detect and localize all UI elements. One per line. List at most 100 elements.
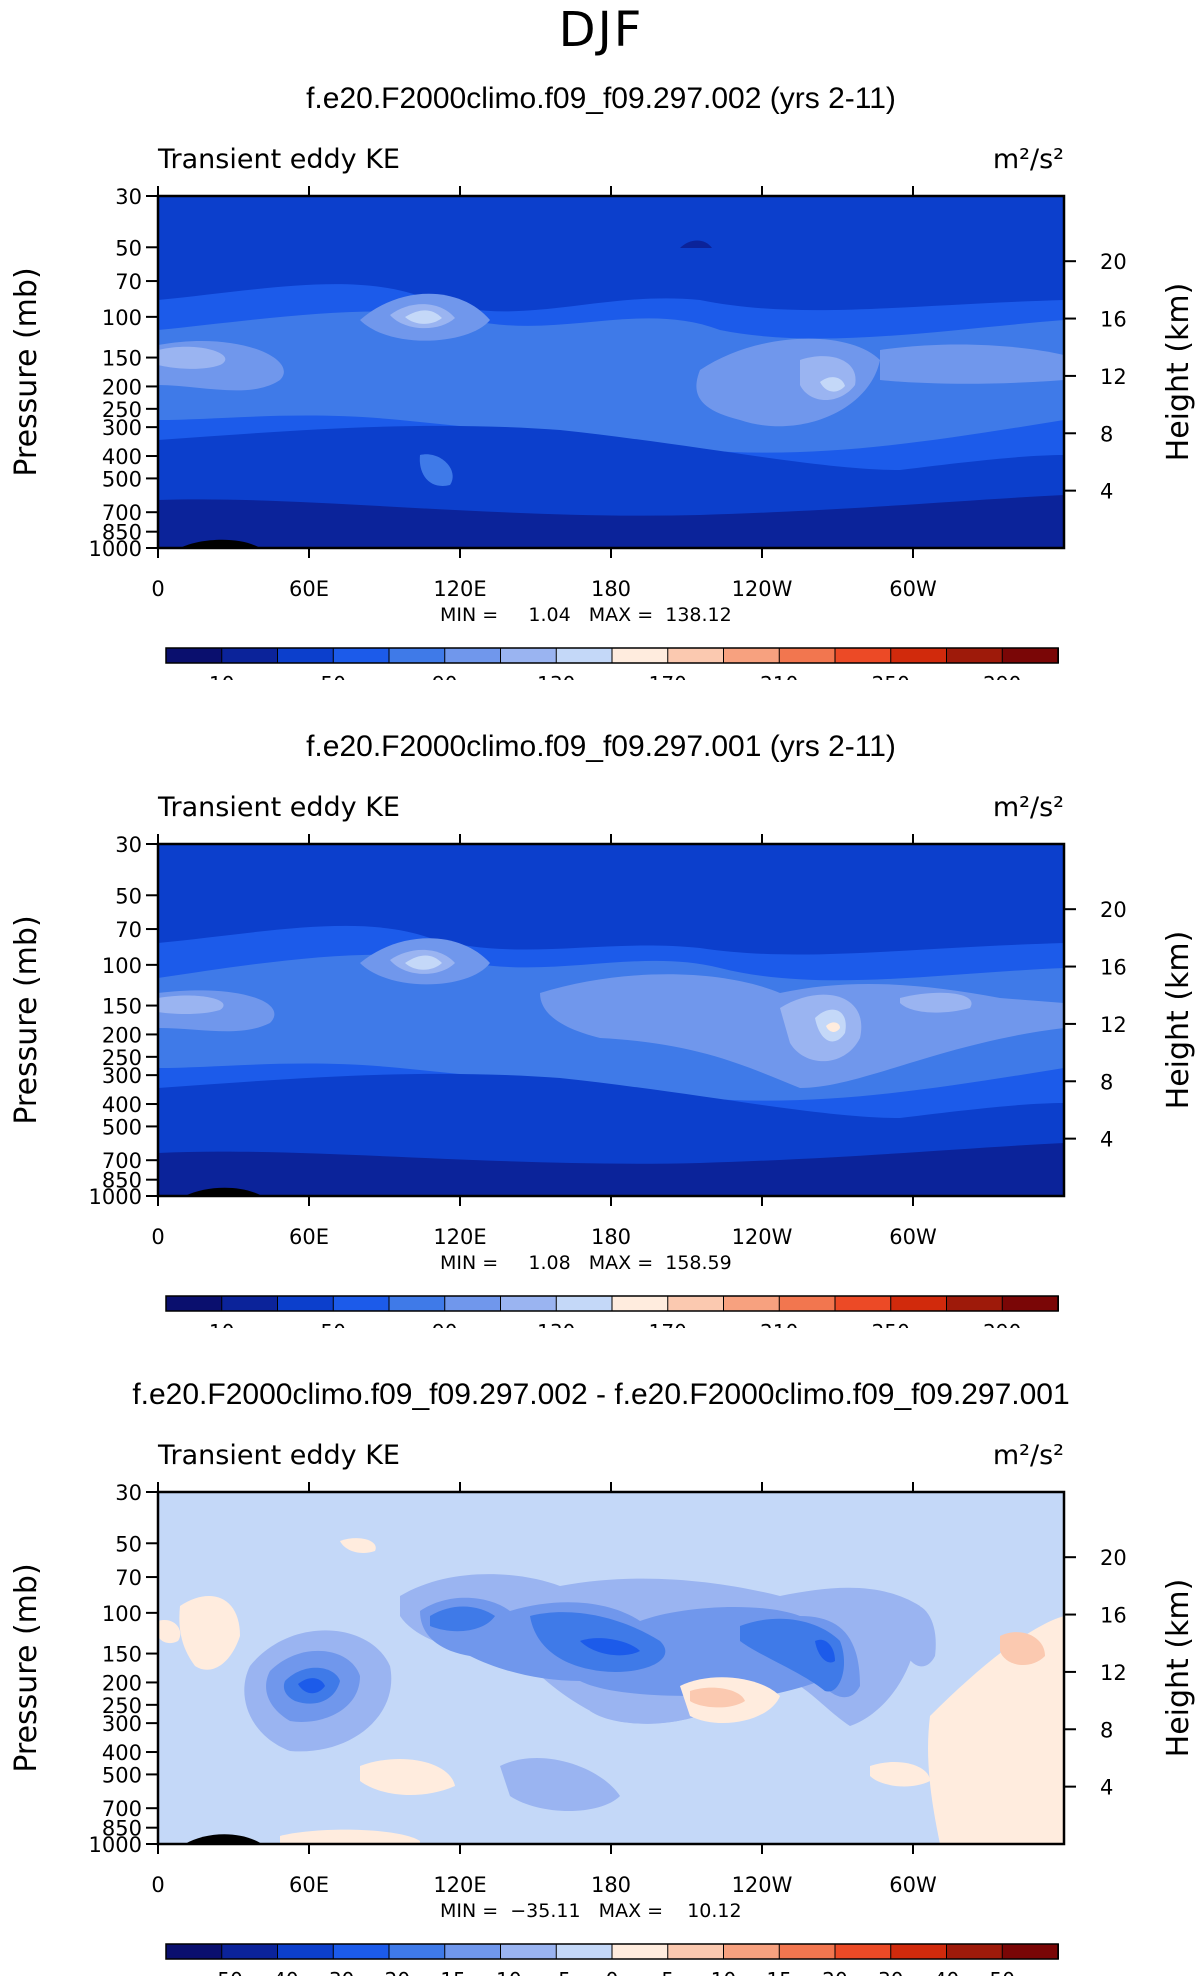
y-right-tick-label: 4 [1100,1128,1113,1152]
y-tick-label: 500 [102,1115,142,1139]
y-tick-label: 30 [115,1481,142,1505]
y-tick-label: 1000 [89,1185,142,1209]
x-tick-label: 120W [732,1873,793,1897]
colorbar-box [778,1943,836,1960]
colorbar-box [723,1943,781,1960]
y-right-tick-label: 20 [1100,1546,1127,1570]
colorbar-box [611,1943,669,1960]
x-tick-label: 180 [591,577,631,601]
y-tick-label: 50 [115,1532,142,1556]
y-tick-label: 200 [102,1023,142,1047]
x-tick-label: 120E [433,577,486,601]
colorbar-label: 50 [990,1968,1015,1976]
colorbar-label: 20 [822,1968,847,1976]
colorbar-label: 170 [649,672,687,680]
colorbar-label: −30 [312,1968,354,1976]
colorbar-label: 15 [767,1968,792,1976]
y-tick-label: 70 [115,918,142,942]
y-right-tick-label: 20 [1100,250,1127,274]
y-tick-label: 100 [102,954,142,978]
y-axis-label-right: Height (km) [1161,1579,1196,1758]
units-label: m²/s² [993,1440,1064,1471]
figure-title: DJF [558,2,644,58]
y-tick-label: 200 [102,1671,142,1695]
y-right-tick-label: 12 [1100,1013,1127,1037]
colorbar-label: 10 [711,1968,736,1976]
y-tick-label: 500 [102,467,142,491]
colorbar-label: 10 [209,672,234,680]
units-label: m²/s² [993,792,1064,823]
y-axis-label: Pressure (mb) [9,915,44,1124]
colorbar-label: 130 [537,1320,575,1328]
x-tick-label: 120E [433,1873,486,1897]
y-tick-label: 850 [102,1817,142,1841]
units-label: m²/s² [993,144,1064,175]
colorbar-label: −50 [201,1968,243,1976]
field-label: Transient eddy KE [157,144,400,175]
y-tick-label: 50 [115,884,142,908]
colorbar-label: 250 [872,1320,910,1328]
contour-panel-1: 3050701001502002503004005007008501000201… [9,144,1196,680]
colorbar-box [500,1943,558,1960]
y-right-tick-label: 8 [1100,422,1113,446]
y-right-tick-label: 12 [1100,365,1127,389]
x-tick-label: 180 [591,1225,631,1249]
x-tick-label: 60E [289,1225,329,1249]
y-tick-label: 50 [115,236,142,260]
colorbar-frame [165,1295,1059,1312]
panel-title: f.e20.F2000climo.f09_f09.297.002 - f.e20… [132,1378,1070,1411]
y-axis-label-right: Height (km) [1161,931,1196,1110]
colorbar-box [1001,1943,1059,1960]
field-label: Transient eddy KE [157,1440,400,1471]
colorbar-label: 40 [934,1968,959,1976]
y-tick-label: 400 [102,1741,142,1765]
colorbar-box [277,1943,335,1960]
colorbar-label: 50 [321,1320,346,1328]
contour-field [158,1492,1064,1844]
colorbar-label: 5 [661,1968,674,1976]
y-tick-label: 300 [102,1712,142,1736]
colorbar-label: −5 [542,1968,571,1976]
y-axis-label: Pressure (mb) [9,1563,44,1772]
y-tick-label: 500 [102,1763,142,1787]
x-tick-label: 60W [889,577,937,601]
colorbar-label: 50 [321,672,346,680]
y-axis-label: Pressure (mb) [9,267,44,476]
y-tick-label: 250 [102,1694,142,1718]
x-tick-label: 60E [289,1873,329,1897]
y-right-tick-label: 16 [1100,1604,1127,1628]
y-tick-label: 700 [102,501,142,525]
y-tick-label: 700 [102,1797,142,1821]
min-max-stats: MIN = 1.08 MAX = 158.59 [440,1252,732,1274]
y-tick-label: 250 [102,398,142,422]
colorbar-box [165,1943,223,1960]
y-tick-label: 70 [115,1566,142,1590]
y-tick-label: 250 [102,1046,142,1070]
y-tick-label: 70 [115,270,142,294]
y-tick-label: 1000 [89,537,142,561]
colorbar-label: 130 [537,672,575,680]
colorbar-box [946,1943,1004,1960]
colorbar-label: −40 [256,1968,298,1976]
y-tick-label: 100 [102,306,142,330]
colorbar-label: 290 [983,672,1021,680]
field-label: Transient eddy KE [157,792,400,823]
y-right-tick-label: 12 [1100,1661,1127,1685]
colorbar-label: −20 [368,1968,410,1976]
colorbar-label: 170 [649,1320,687,1328]
colorbar-label: −15 [424,1968,466,1976]
y-tick-label: 150 [102,995,142,1019]
panel-title: f.e20.F2000climo.f09_f09.297.002 (yrs 2-… [306,82,896,115]
x-tick-label: 0 [151,1873,164,1897]
y-tick-label: 850 [102,1169,142,1193]
y-right-tick-label: 8 [1100,1718,1113,1742]
y-tick-label: 300 [102,416,142,440]
colorbar-box [555,1943,613,1960]
colorbar-box [444,1943,502,1960]
colorbar-box [332,1943,390,1960]
y-right-tick-label: 4 [1100,1776,1113,1800]
contour-panel-2: 3050701001502002503004005007008501000201… [9,792,1196,1328]
x-tick-label: 0 [151,1225,164,1249]
y-right-tick-label: 4 [1100,480,1113,504]
x-tick-label: 0 [151,577,164,601]
